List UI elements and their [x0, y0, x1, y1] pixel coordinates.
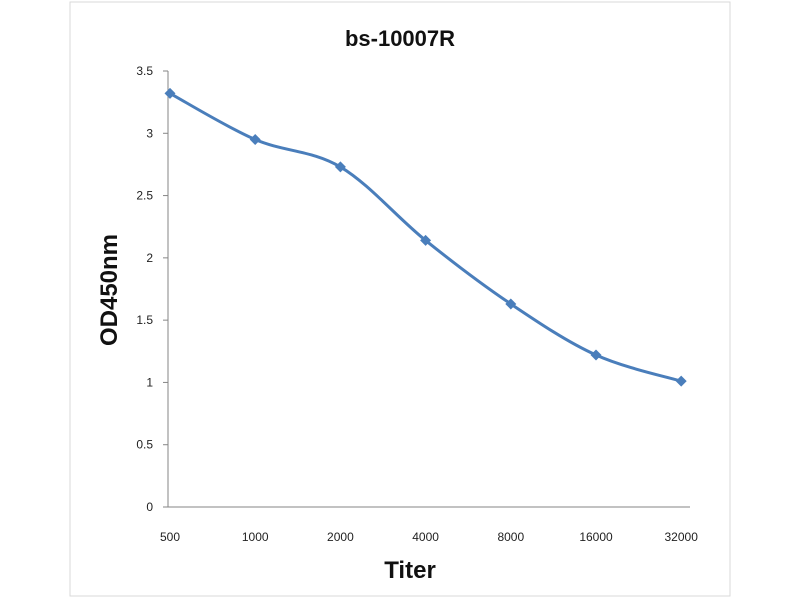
- chart-title: bs-10007R: [345, 26, 455, 51]
- data-point-marker: [420, 234, 432, 246]
- y-axis-label: OD450nm: [96, 234, 123, 346]
- data-point-marker: [334, 161, 346, 173]
- data-point-marker: [249, 134, 261, 146]
- y-tick-label: 1.5: [136, 313, 153, 327]
- data-point-marker: [505, 298, 517, 310]
- data-point-marker: [675, 375, 687, 387]
- x-tick-label: 32000: [665, 530, 699, 544]
- y-tick-label: 0: [146, 500, 153, 514]
- x-tick-label: 500: [160, 530, 180, 544]
- x-tick-label: 2000: [327, 530, 354, 544]
- x-tick-label: 4000: [412, 530, 439, 544]
- x-tick-label: 16000: [579, 530, 613, 544]
- y-tick-label: 1: [146, 375, 153, 389]
- data-point-marker: [590, 349, 602, 361]
- chart-border: [69, 1, 731, 597]
- y-tick-label: 3: [146, 126, 153, 140]
- y-tick-label: 0.5: [136, 438, 153, 452]
- data-point-marker: [164, 87, 176, 99]
- y-tick-label: 2.5: [136, 189, 153, 203]
- x-tick-label: 8000: [497, 530, 524, 544]
- y-tick-label: 2: [146, 251, 153, 265]
- x-tick-label: 1000: [242, 530, 269, 544]
- y-tick-label: 3.5: [136, 64, 153, 78]
- x-axis-label: Titer: [384, 557, 436, 584]
